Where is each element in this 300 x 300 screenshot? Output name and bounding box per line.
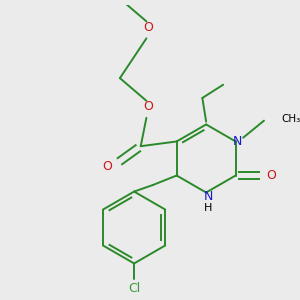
Text: O: O (143, 20, 153, 34)
Text: N: N (233, 135, 242, 148)
Text: Cl: Cl (128, 281, 140, 295)
Text: N: N (203, 190, 213, 203)
Text: H: H (204, 203, 212, 213)
Text: O: O (143, 100, 153, 113)
Text: O: O (103, 160, 112, 173)
Text: CH₃: CH₃ (281, 114, 300, 124)
Text: O: O (267, 169, 277, 182)
